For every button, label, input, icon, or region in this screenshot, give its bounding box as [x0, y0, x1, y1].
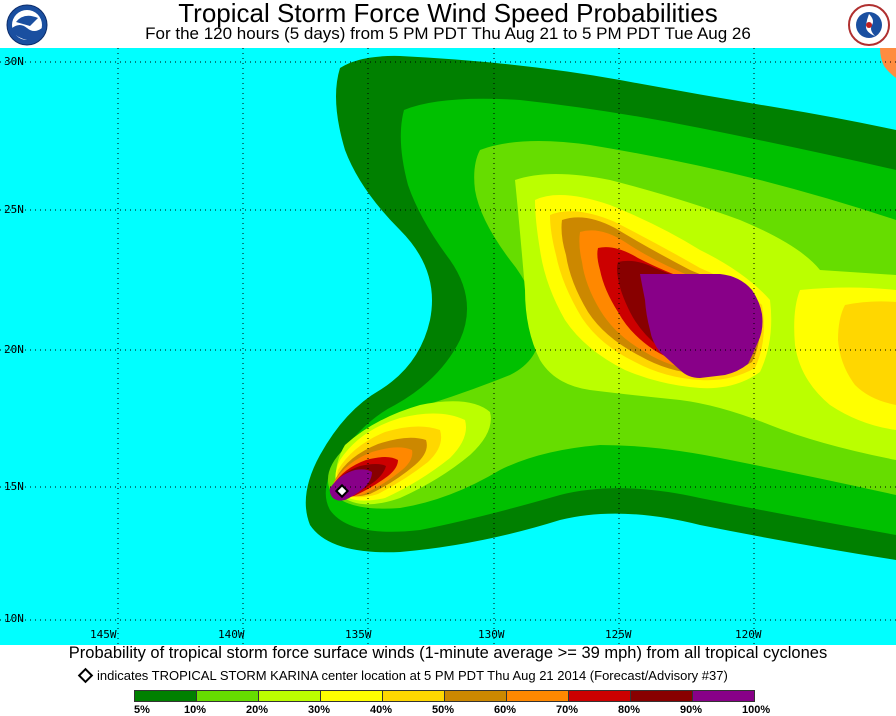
- map-caption: Probability of tropical storm force surf…: [68, 644, 828, 662]
- legend-label: 50%: [432, 704, 455, 716]
- page-title: Tropical Storm Force Wind Speed Probabil…: [178, 0, 718, 28]
- legend-swatch: [320, 690, 383, 702]
- diamond-icon: [77, 667, 94, 684]
- legend-label: 60%: [494, 704, 517, 716]
- lat-label-15n: 15N: [4, 480, 24, 493]
- contour-100-percent: [329, 274, 763, 501]
- lon-label-120w: 120W: [735, 628, 762, 641]
- indicator-text: indicates TROPICAL STORM KARINA center l…: [97, 668, 728, 683]
- legend-swatch: [134, 690, 197, 702]
- legend-swatch: [382, 690, 445, 702]
- nws-logo-icon: [848, 4, 890, 46]
- legend-label: 70%: [556, 704, 579, 716]
- legend-label: 90%: [680, 704, 703, 716]
- legend-label: 20%: [246, 704, 269, 716]
- legend-swatch: [692, 690, 755, 702]
- color-legend: [134, 690, 755, 702]
- lon-label-135w: 135W: [345, 628, 372, 641]
- legend-label: 40%: [370, 704, 393, 716]
- legend-swatch: [196, 690, 259, 702]
- legend-swatch: [444, 690, 507, 702]
- lat-label-25n: 25N: [4, 203, 24, 216]
- lon-label-140w: 140W: [218, 628, 245, 641]
- legend-swatch: [630, 690, 693, 702]
- legend-swatch: [506, 690, 569, 702]
- header: Tropical Storm Force Wind Speed Probabil…: [0, 0, 896, 48]
- legend-label: 10%: [184, 704, 207, 716]
- legend-label: 80%: [618, 704, 641, 716]
- lat-label-20n: 20N: [4, 343, 24, 356]
- lat-label-30n: 30N: [4, 55, 24, 68]
- legend-label: 30%: [308, 704, 331, 716]
- land-area: [880, 48, 896, 78]
- noaa-logo-icon: [6, 4, 48, 46]
- lon-label-130w: 130W: [478, 628, 505, 641]
- legend-swatch: [258, 690, 321, 702]
- lat-label-10n: 10N: [4, 612, 24, 625]
- storm-indicator: indicates TROPICAL STORM KARINA center l…: [77, 667, 728, 684]
- probability-map: [0, 48, 896, 645]
- legend-swatch: [568, 690, 631, 702]
- legend-label: 100%: [742, 704, 771, 716]
- lon-label-145w: 145W: [90, 628, 117, 641]
- page-subtitle: For the 120 hours (5 days) from 5 PM PDT…: [145, 24, 751, 43]
- storm-center-marker: [334, 483, 350, 499]
- lon-label-125w: 125W: [605, 628, 632, 641]
- legend-label: 5%: [134, 704, 150, 716]
